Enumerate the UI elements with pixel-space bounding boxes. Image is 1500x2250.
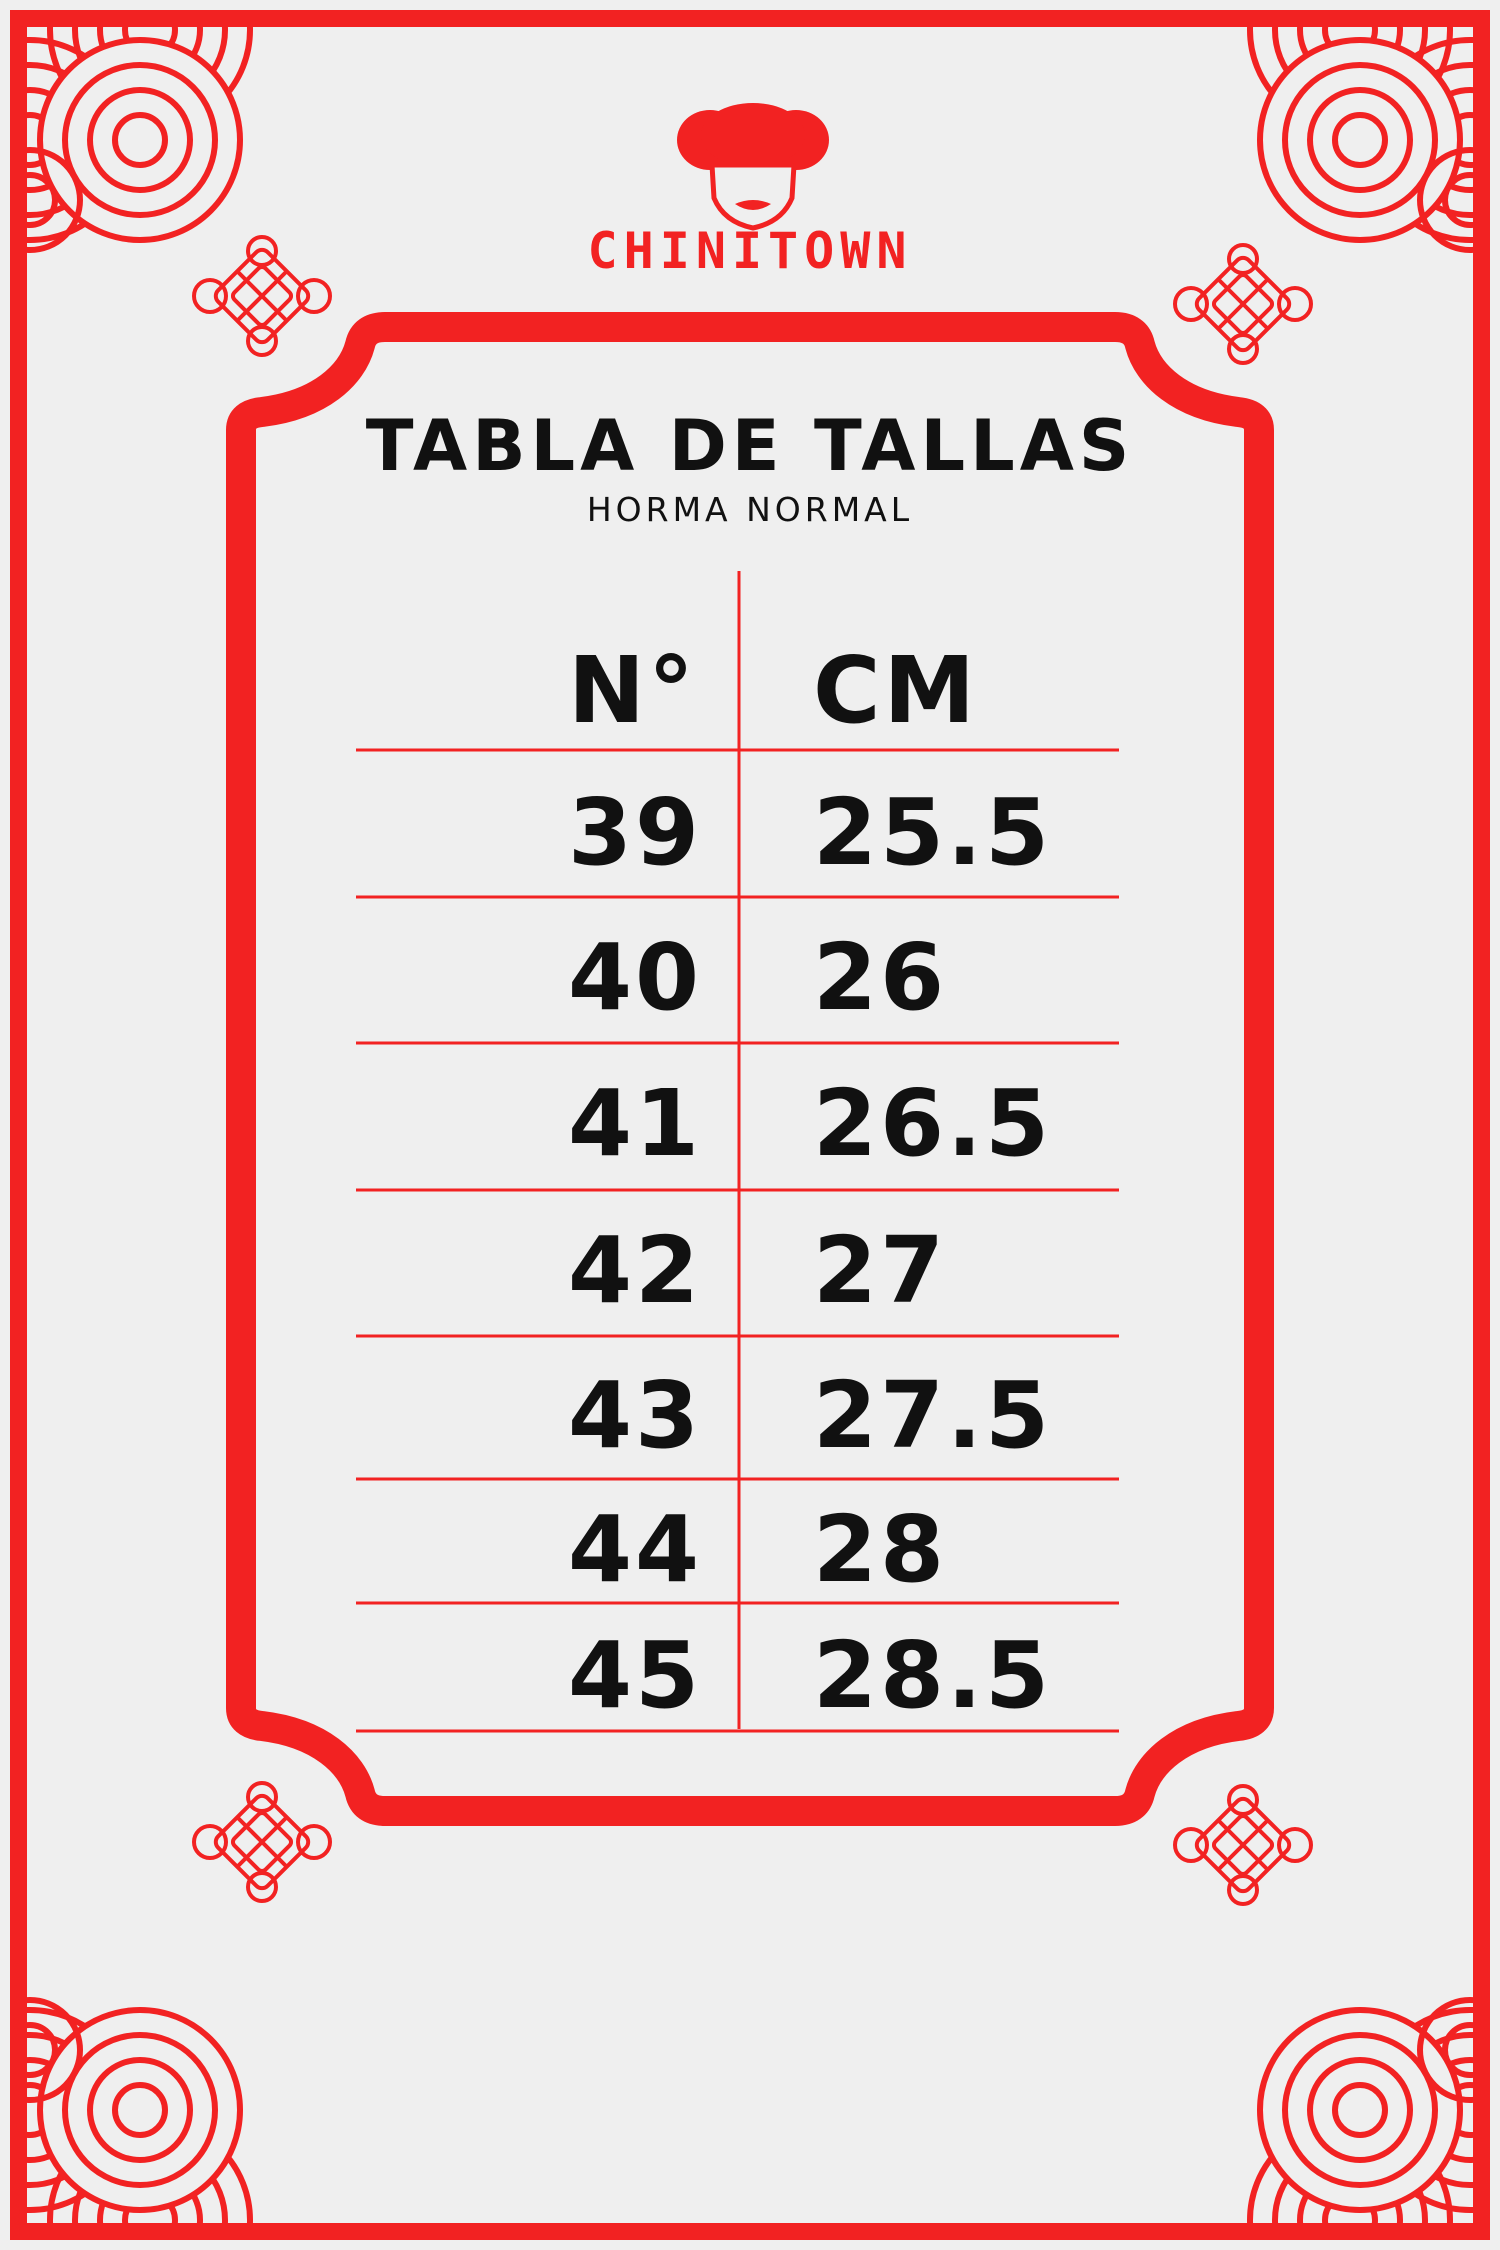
size-cm: 26.5 <box>813 1070 1052 1177</box>
outer-border <box>10 10 1490 2240</box>
wave-pattern-top-right <box>1250 0 1500 250</box>
wave-pattern-bottom-right <box>1250 2000 1500 2250</box>
size-cm: 25.5 <box>813 779 1052 886</box>
table-frame <box>226 312 1274 1826</box>
size-cm: 28.5 <box>813 1622 1052 1729</box>
knot-icon <box>1173 1784 1313 1906</box>
size-number: 39 <box>568 779 703 886</box>
header-cm: CM <box>813 637 979 744</box>
size-number: 42 <box>568 1217 703 1324</box>
size-cm: 26 <box>813 924 948 1031</box>
size-cm: 27.5 <box>813 1362 1052 1469</box>
size-number: 41 <box>568 1070 703 1177</box>
brand-name: CHINITOWN <box>587 222 913 280</box>
size-number: 40 <box>568 924 703 1031</box>
brand-logo <box>677 103 829 231</box>
size-number: 43 <box>568 1362 703 1469</box>
size-number: 44 <box>568 1496 703 1603</box>
page-subtitle: HORMA NORMAL <box>586 490 914 529</box>
size-cm: 28 <box>813 1496 948 1603</box>
header-size: N° <box>568 637 697 744</box>
knot-icon <box>192 1781 332 1903</box>
size-cm: 27 <box>813 1217 948 1324</box>
size-table-lines <box>356 571 1119 1733</box>
page-title: TABLA DE TALLAS <box>365 405 1135 487</box>
wave-pattern-bottom-left <box>0 2000 250 2250</box>
size-number: 45 <box>568 1622 703 1729</box>
wave-pattern-top-left <box>0 0 250 250</box>
